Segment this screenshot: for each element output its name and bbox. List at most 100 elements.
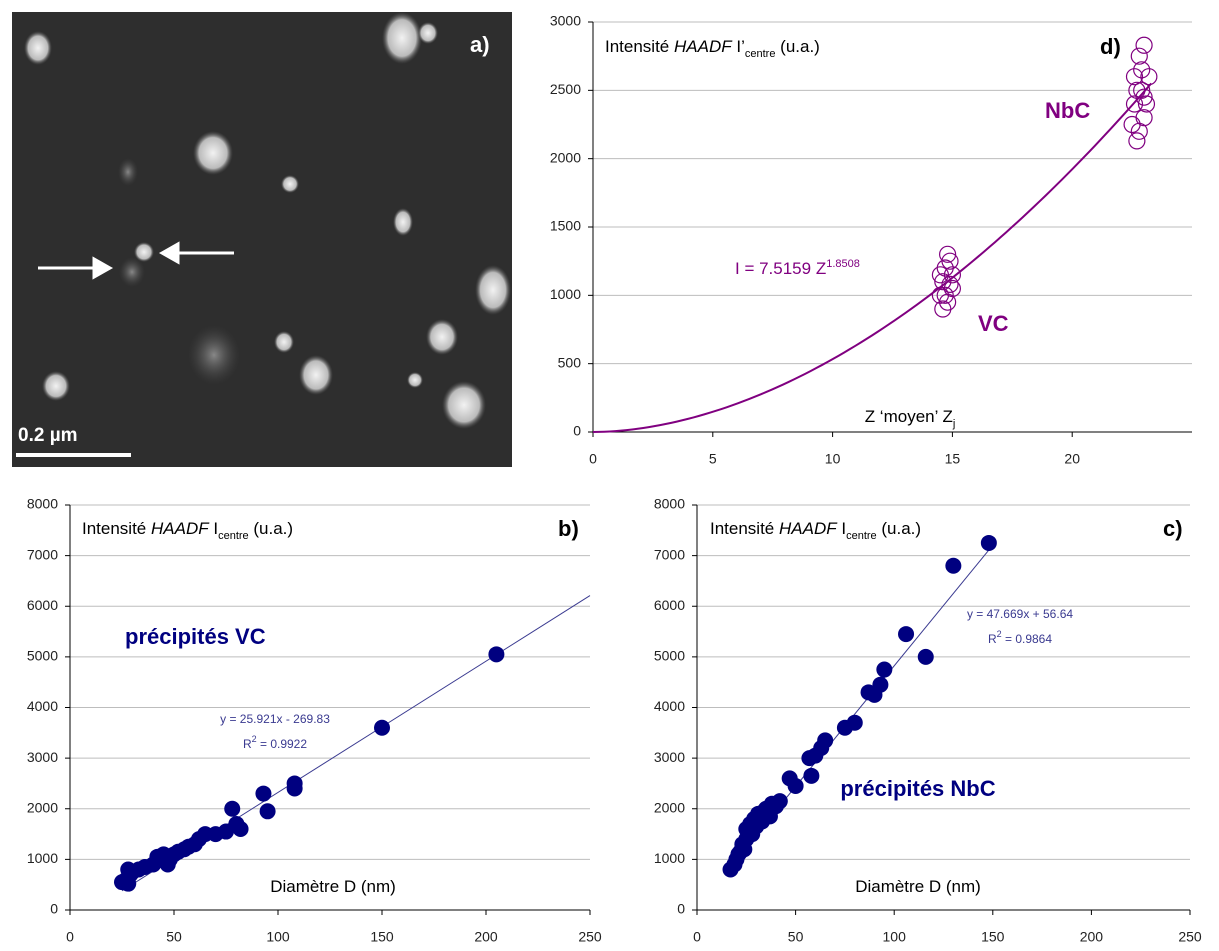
data-point: [1130, 122, 1148, 140]
trend-equation-sup: 1.8508: [826, 258, 860, 270]
x-axis-title: Diamètre D (nm): [270, 877, 396, 896]
data-point: [803, 767, 820, 784]
data-point: [224, 800, 241, 817]
y-tick-label: 1000: [550, 286, 581, 302]
r2-sup: 2: [997, 629, 1002, 639]
y-tick-label: 7000: [27, 546, 58, 562]
x-tick-label: 0: [66, 929, 74, 945]
y-axis-title-part: centre: [745, 48, 776, 60]
panel-label: a): [470, 32, 490, 57]
y-axis-title-part: I: [837, 519, 846, 538]
y-tick-label: 3000: [654, 749, 685, 765]
data-point: [771, 793, 788, 810]
y-tick-label: 1500: [550, 218, 581, 234]
y-axis-title-part: centre: [846, 530, 877, 542]
scale-bar-label: 0.2 µm: [18, 425, 78, 446]
y-tick-label: 5000: [654, 648, 685, 664]
data-point: [876, 661, 893, 678]
data-point: [255, 785, 272, 802]
y-tick-label: 2000: [27, 799, 58, 815]
data-point: [941, 252, 959, 270]
trend-equation-text: y = 25.921x - 269.83: [220, 712, 330, 726]
r2-label: R: [243, 737, 252, 751]
x-tick-label: 50: [166, 929, 182, 945]
data-point: [1140, 68, 1158, 86]
x-tick-label: 10: [825, 451, 841, 467]
panel-label: b): [558, 516, 579, 541]
data-point: [787, 777, 804, 794]
data-point: [934, 300, 952, 318]
x-tick-label: 5: [709, 451, 717, 467]
x-axis-title: Diamètre D (nm): [855, 877, 981, 896]
y-tick-label: 500: [558, 354, 582, 370]
annotation: précipités NbC: [840, 776, 995, 801]
y-axis-title-part: (u.a.): [249, 519, 293, 538]
data-point: [931, 266, 950, 284]
data-point: [980, 534, 997, 551]
r2-value: = 0.9922: [257, 737, 308, 751]
data-point: [898, 626, 915, 643]
data-point: [1137, 95, 1156, 113]
trend-equation-text: I = 7.5159 Z: [735, 259, 826, 278]
x-tick-label: 150: [981, 929, 1005, 945]
x-tick-label: 250: [578, 929, 602, 945]
trend-curve: [592, 82, 1153, 433]
y-tick-label: 2500: [550, 81, 581, 97]
annotation: VC: [978, 311, 1009, 336]
x-axis-title-part: Diamètre D (nm): [270, 877, 396, 896]
trend-r2: R2 = 0.9922: [243, 734, 307, 751]
y-tick-label: 0: [677, 901, 685, 917]
y-axis-title-part: Intensité: [710, 519, 779, 538]
data-point: [286, 775, 303, 792]
y-tick-label: 0: [50, 901, 58, 917]
data-point: [917, 648, 934, 665]
y-axis-title-part: Intensité: [605, 37, 674, 56]
annotation: NbC: [1045, 98, 1090, 123]
y-axis-title-part: (u.a.): [877, 519, 921, 538]
x-tick-label: 200: [474, 929, 498, 945]
data-point: [872, 676, 889, 693]
data-point: [374, 719, 390, 736]
trend-equation: I = 7.5159 Z1.8508: [735, 258, 860, 279]
x-tick-label: 20: [1064, 451, 1080, 467]
data-point: [1135, 88, 1153, 106]
x-tick-label: 250: [1178, 929, 1202, 945]
data-point: [939, 245, 957, 263]
y-tick-label: 6000: [27, 597, 58, 613]
r2-value: = 0.9864: [1002, 632, 1053, 646]
data-point: [259, 803, 276, 820]
x-axis-title-part: Z ‘moyen’ Z: [865, 407, 953, 426]
panel-label: d): [1100, 34, 1121, 59]
panel-label: c): [1163, 516, 1183, 541]
data-point: [936, 286, 954, 304]
y-axis-title-part: HAADF: [674, 37, 733, 56]
y-axis-title-part: I: [209, 519, 218, 538]
trend-equation: y = 25.921x - 269.83: [220, 712, 330, 726]
data-point: [1125, 95, 1144, 113]
x-tick-label: 15: [945, 451, 961, 467]
y-tick-label: 4000: [27, 698, 58, 714]
y-axis-title: Intensité HAADF Icentre (u.a.): [710, 519, 921, 541]
data-point: [1135, 36, 1153, 54]
y-axis-title: Intensité HAADF Icentre (u.a.): [82, 519, 293, 541]
y-tick-label: 2000: [550, 149, 581, 165]
y-tick-label: 3000: [27, 749, 58, 765]
image-background: [12, 12, 512, 467]
data-point: [1130, 47, 1148, 65]
y-axis-title-part: Intensité: [82, 519, 151, 538]
x-axis-title-part: j: [952, 418, 955, 430]
data-point: [488, 646, 505, 663]
data-point: [945, 557, 962, 574]
trend-equation-text: y = 47.669x + 56.64: [967, 607, 1073, 621]
y-tick-label: 3000: [550, 13, 581, 29]
x-tick-label: 50: [788, 929, 804, 945]
y-axis-title-part: HAADF: [779, 519, 838, 538]
x-tick-label: 100: [266, 929, 290, 945]
data-point: [1125, 68, 1144, 86]
data-point: [943, 266, 962, 284]
r2-sup: 2: [252, 734, 257, 744]
y-axis-title: Intensité HAADF I’centre (u.a.): [605, 37, 820, 59]
data-point: [846, 714, 863, 731]
x-axis-title: Z ‘moyen’ Zj: [865, 407, 956, 429]
y-tick-label: 6000: [654, 597, 685, 613]
